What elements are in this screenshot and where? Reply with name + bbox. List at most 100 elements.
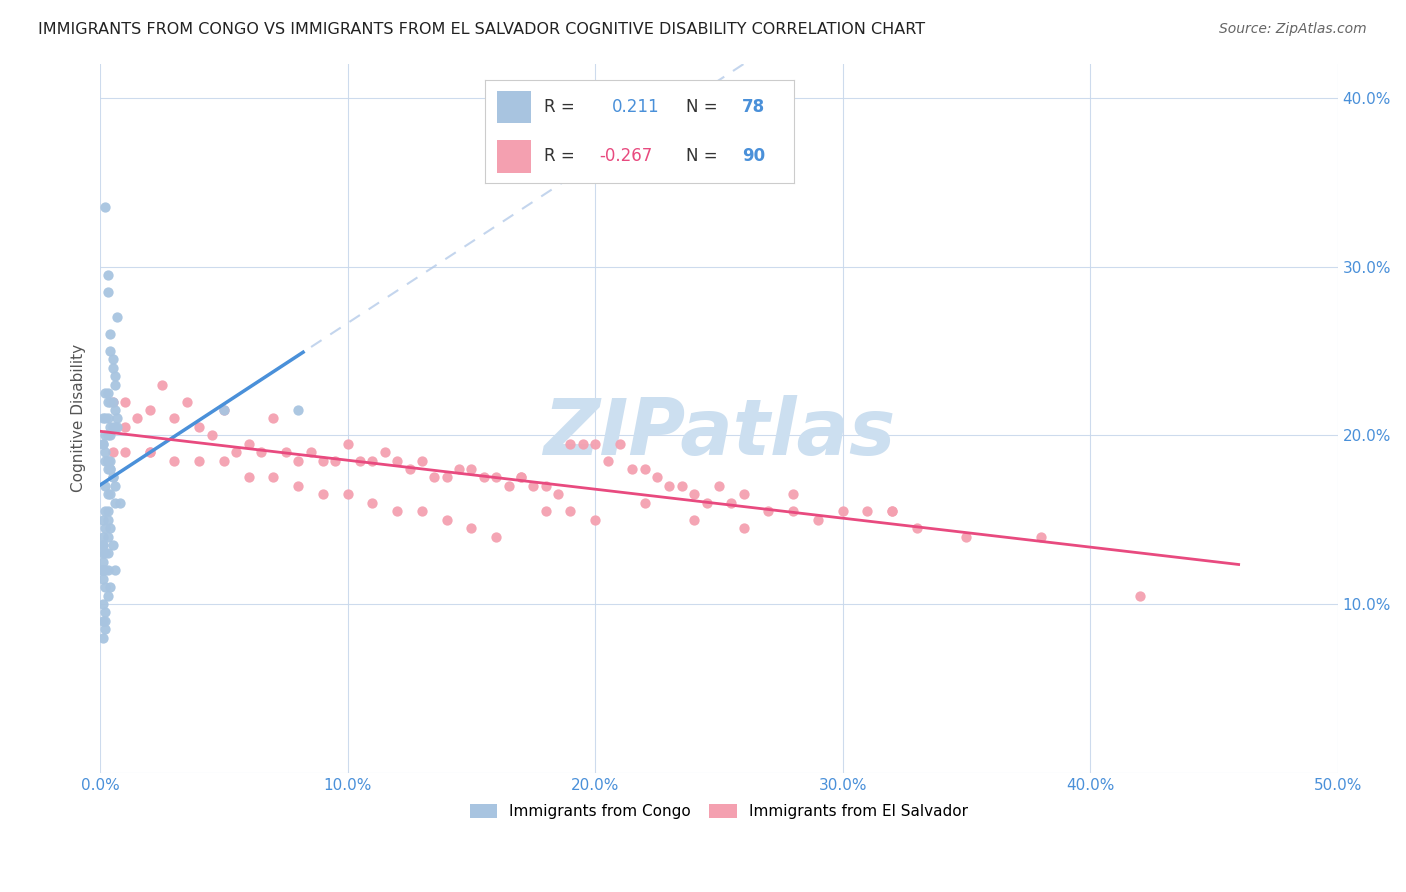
Point (547, 487, 569, 501)
Point (200, 428, 222, 442)
Point (91, 538, 114, 552)
Point (104, 563, 127, 577)
Point (91, 436, 114, 450)
Point (509, 470, 531, 484)
Point (163, 411, 186, 425)
Text: 90: 90 (742, 147, 765, 165)
Point (596, 453, 619, 467)
Point (91, 614, 114, 628)
Point (96, 453, 118, 467)
Point (94, 614, 117, 628)
Point (212, 403, 235, 417)
Point (94, 563, 117, 577)
Point (882, 504, 904, 518)
Point (91, 555, 114, 569)
Point (94, 453, 117, 467)
Point (583, 436, 606, 450)
Point (683, 513, 706, 527)
Point (720, 496, 742, 510)
Point (509, 470, 531, 484)
Point (98, 394, 121, 409)
Point (114, 394, 136, 409)
Point (98, 521, 121, 535)
Point (98, 428, 121, 442)
Point (91, 572, 114, 586)
Text: -0.267: -0.267 (599, 147, 652, 165)
Point (498, 479, 520, 493)
Point (485, 470, 508, 484)
Point (323, 453, 346, 467)
Point (423, 470, 446, 484)
Point (94, 606, 117, 620)
Point (1129, 589, 1152, 603)
Point (101, 470, 124, 484)
Point (150, 377, 173, 392)
Point (534, 504, 557, 518)
Point (107, 420, 129, 434)
Point (485, 529, 508, 543)
Point (94, 411, 117, 425)
Point (94, 546, 117, 560)
Point (447, 462, 470, 476)
Point (96, 513, 118, 527)
Point (287, 403, 309, 417)
Point (374, 445, 396, 459)
Point (101, 360, 124, 375)
Text: R =: R = (544, 98, 575, 116)
Point (733, 521, 755, 535)
Point (101, 352, 124, 367)
Point (621, 462, 644, 476)
Point (349, 453, 371, 467)
Point (534, 479, 557, 493)
Point (91, 563, 114, 577)
Point (101, 470, 124, 484)
Point (91, 436, 114, 450)
Legend: Immigrants from Congo, Immigrants from El Salvador: Immigrants from Congo, Immigrants from E… (464, 797, 974, 825)
Point (522, 479, 544, 493)
Point (831, 504, 853, 518)
Point (633, 462, 655, 476)
Point (96, 394, 118, 409)
Point (758, 504, 780, 518)
Point (94, 521, 117, 535)
Point (91, 631, 114, 645)
Point (96, 453, 118, 467)
Point (571, 436, 593, 450)
Point (96, 589, 118, 603)
FancyBboxPatch shape (498, 140, 531, 173)
Point (98, 462, 121, 476)
Text: R =: R = (544, 147, 575, 165)
Point (176, 394, 198, 409)
Point (1029, 529, 1052, 543)
Point (96, 428, 118, 442)
Point (96, 529, 118, 543)
Point (361, 453, 384, 467)
Point (96, 268, 118, 282)
Point (882, 504, 904, 518)
Point (94, 504, 117, 518)
Point (385, 453, 408, 467)
Point (560, 504, 582, 518)
Point (104, 403, 127, 417)
Point (212, 403, 235, 417)
Point (138, 445, 160, 459)
Point (411, 504, 433, 518)
Point (91, 513, 114, 527)
Point (782, 504, 804, 518)
Point (336, 436, 359, 450)
Point (101, 445, 124, 459)
Point (104, 420, 127, 434)
Point (460, 462, 482, 476)
Point (695, 496, 717, 510)
Point (94, 445, 117, 459)
Point (225, 445, 247, 459)
Point (98, 326, 121, 341)
Point (94, 623, 117, 637)
Point (250, 445, 273, 459)
Point (96, 411, 118, 425)
Point (127, 411, 149, 425)
Point (856, 504, 879, 518)
Point (583, 513, 606, 527)
Point (163, 453, 186, 467)
Point (460, 521, 482, 535)
